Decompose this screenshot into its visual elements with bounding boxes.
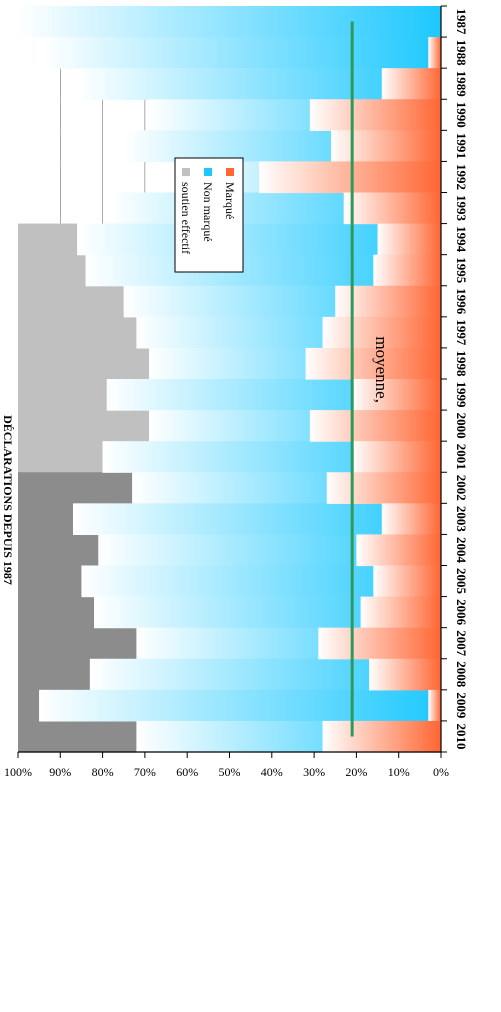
marque-bar-2000 (309, 410, 441, 442)
legend: soutien effectif Non marqué Marqué (174, 157, 244, 273)
marque-bar-1990 (309, 99, 441, 131)
non-marque-bar-2003 (72, 503, 442, 536)
non-marque-bar-1987 (18, 6, 441, 38)
soutien-bar-2008 (18, 658, 90, 691)
category-label-2006: 2006 (454, 599, 469, 626)
category-label-1988: 1988 (454, 40, 469, 67)
marque-bar-2008 (369, 658, 441, 691)
category-label-1987: 1987 (454, 9, 469, 35)
category-label-1999: 1999 (454, 382, 469, 409)
y-tick-label: 50% (219, 765, 241, 779)
y-tick-label: 0% (433, 765, 449, 779)
soutien-bar-2001 (18, 441, 103, 473)
marque-bar-2003 (381, 503, 441, 536)
y-tick-label: 100% (4, 765, 32, 779)
non-marque-bar-2009 (39, 689, 442, 722)
legend-box (174, 157, 244, 273)
marque-bar-1989 (381, 68, 441, 100)
soutien-bar-1996 (18, 285, 124, 318)
category-label-2008: 2008 (454, 661, 469, 688)
soutien-bar-2002 (18, 472, 133, 504)
category-label-2002: 2002 (454, 475, 469, 501)
soutien-bar-1998 (18, 347, 150, 380)
x-category-labels: 1987 1988 1989 1990 1991 1992 1993 1994 1995 1996… (454, 9, 469, 750)
marque-bar-2006 (360, 596, 441, 629)
category-label-1996: 1996 (454, 288, 469, 315)
marque-bar-2004 (356, 534, 441, 567)
category-label-2010: 2010 (454, 723, 469, 749)
soutien-bar-2005 (18, 565, 82, 598)
soutien-bar-2000 (18, 410, 150, 442)
category-label-1989: 1989 (454, 71, 469, 98)
y-tick-label: 40% (261, 765, 283, 779)
y-tick-label: 60% (176, 765, 198, 779)
category-label-1990: 1990 (454, 102, 469, 128)
soutien-bar-2010 (18, 720, 137, 753)
marque-bar-1988 (428, 37, 441, 69)
y-tick-labels: 0% 10% 20% 30% 40% 50% 60% 70% 80% 90% 100% (4, 765, 449, 779)
soutien-bar-1999 (18, 379, 107, 411)
category-label-1994: 1994 (454, 226, 469, 253)
marque-bar-2010 (322, 720, 441, 753)
legend-swatch-soutien (182, 168, 190, 176)
marque-bar-2001 (352, 441, 441, 473)
category-label-2003: 2003 (454, 506, 469, 533)
category-label-1993: 1993 (454, 195, 469, 222)
soutien-bar-2003 (18, 503, 73, 536)
category-label-2004: 2004 (454, 537, 469, 564)
category-label-1997: 1997 (454, 319, 469, 346)
non-marque-bar-1988 (43, 37, 441, 69)
soutien-bar-1994 (18, 223, 78, 256)
y-tick-label: 80% (92, 765, 114, 779)
legend-swatch-non-marque (204, 168, 212, 176)
category-label-2009: 2009 (454, 692, 469, 719)
soutien-bar-2004 (18, 534, 99, 567)
chart-title: DÉCLARATIONS DEPUIS 1987 (1, 415, 15, 585)
soutien-bar-1995 (18, 254, 86, 287)
category-label-2005: 2005 (454, 568, 469, 595)
legend-swatch-marque (226, 168, 234, 176)
marque-bar-1995 (373, 254, 441, 287)
soutien-bar-2006 (18, 596, 95, 629)
legend-label-non-marque: Non marqué (201, 182, 215, 242)
marque-bar-1993 (343, 192, 441, 225)
marque-bar-2009 (428, 689, 441, 722)
legend-label-soutien: soutien effectif (179, 182, 193, 254)
soutien-bar-2007 (18, 627, 137, 660)
marque-bar-1998 (305, 347, 441, 380)
y-tick-label: 70% (134, 765, 156, 779)
legend-label-marque: Marqué (223, 182, 237, 219)
y-tick-label: 90% (49, 765, 71, 779)
non-marque-bar-1989 (77, 68, 441, 100)
y-tick-label: 20% (345, 765, 367, 779)
marque-bar-1992 (259, 161, 441, 194)
marque-bar-2005 (373, 565, 441, 598)
marque-bar-1999 (352, 379, 441, 411)
marque-bar-1991 (331, 130, 441, 163)
marque-bar-2007 (318, 627, 441, 660)
bars (18, 6, 442, 753)
category-label-2000: 2000 (454, 413, 469, 439)
category-label-2001: 2001 (454, 444, 469, 470)
y-tick-label: 30% (303, 765, 325, 779)
category-label-1995: 1995 (454, 257, 469, 284)
category-label-1998: 1998 (454, 350, 469, 377)
y-tick-label: 10% (388, 765, 410, 779)
marque-bar-1997 (322, 316, 441, 349)
marque-bar-2002 (326, 472, 441, 504)
category-label-1992: 1992 (454, 164, 469, 190)
gridlines (60, 68, 188, 224)
soutien-bar-1997 (18, 316, 137, 349)
category-label-1991: 1991 (454, 133, 469, 159)
axes (17, 5, 447, 758)
marque-bar-1994 (377, 223, 441, 256)
soutien-bar-2009 (18, 689, 40, 722)
average-label: moyenne, (372, 336, 391, 403)
category-label-2007: 2007 (454, 630, 469, 657)
